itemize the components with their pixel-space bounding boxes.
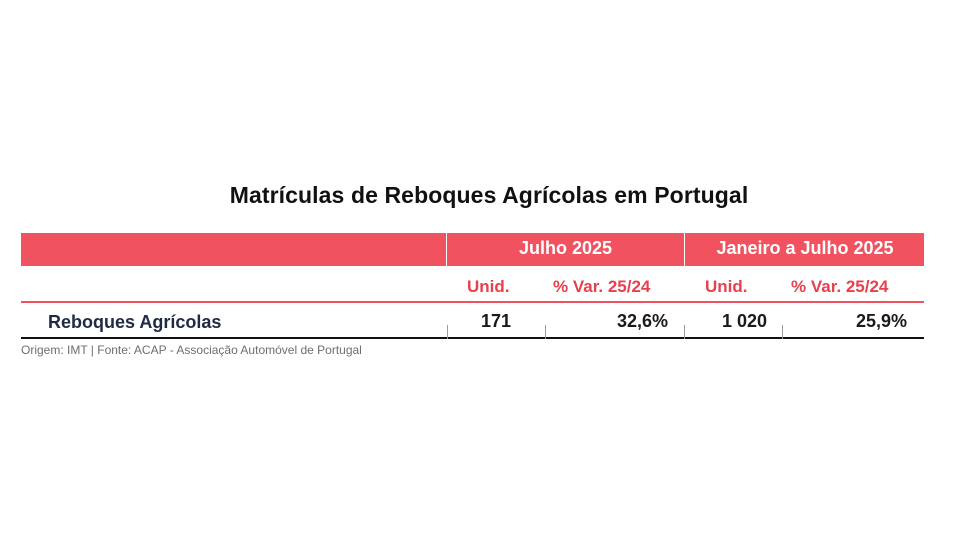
sub-header-month-units: Unid. (467, 277, 510, 296)
table-group-header: Julho 2025 Janeiro a Julho 2025 (21, 233, 924, 266)
column-divider (545, 325, 546, 339)
table-row: Reboques Agrícolas 171 32,6% 1 020 25,9% (21, 303, 924, 339)
column-divider (447, 325, 448, 339)
group-header-month: Julho 2025 (446, 233, 684, 266)
group-header-ytd: Janeiro a Julho 2025 (684, 233, 925, 266)
row-label: Reboques Agrícolas (48, 312, 222, 332)
sub-header-ytd-var: % Var. 25/24 (791, 277, 889, 296)
sub-header-month-var: % Var. 25/24 (553, 277, 651, 296)
page-title: Matrículas de Reboques Agrícolas em Port… (229, 182, 749, 208)
row-ytd-units: 1 020 (721, 311, 767, 331)
column-divider (782, 325, 783, 339)
column-divider (684, 325, 685, 339)
sub-header-ytd-units: Unid. (705, 277, 748, 296)
row-month-units: 171 (480, 311, 511, 331)
source-note: Origem: IMT | Fonte: ACAP - Associação A… (21, 343, 362, 357)
registrations-table: Julho 2025 Janeiro a Julho 2025 Unid. % … (21, 233, 924, 339)
row-ytd-var: 25,9% (855, 311, 907, 331)
row-month-var: 32,6% (616, 311, 668, 331)
table-sub-header: Unid. % Var. 25/24 Unid. % Var. 25/24 (21, 266, 924, 303)
